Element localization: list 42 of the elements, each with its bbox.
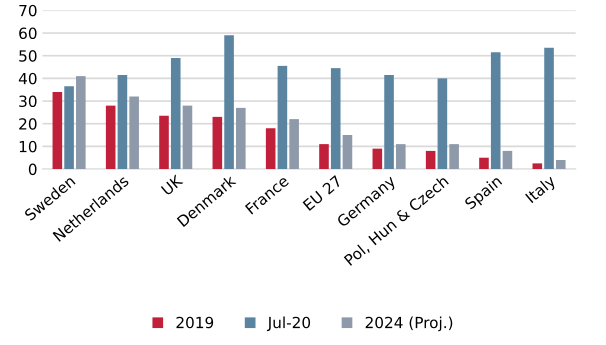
y-tick-label: 60	[19, 27, 37, 40]
y-tick-label: 30	[19, 96, 37, 108]
x-tick-label: EU 27	[302, 174, 342, 212]
bar	[236, 108, 246, 170]
bar	[159, 116, 169, 170]
bar	[182, 106, 192, 170]
y-tick-label: 10	[20, 140, 37, 152]
bar	[106, 106, 116, 170]
legend-label: 2024 (Proj.)	[366, 316, 452, 332]
bar	[490, 52, 501, 170]
bar	[266, 128, 276, 170]
bar	[118, 74, 128, 170]
bar	[212, 116, 222, 170]
y-tick-label: 50	[19, 50, 37, 62]
bar	[52, 92, 62, 170]
bar	[342, 135, 352, 170]
bar	[330, 68, 341, 170]
bar	[502, 150, 512, 170]
bar	[438, 78, 448, 170]
legend-label: 2019	[176, 316, 214, 328]
bar	[129, 96, 139, 170]
bar	[64, 86, 74, 170]
bar	[289, 119, 299, 170]
bar	[544, 48, 554, 170]
bar	[319, 144, 329, 170]
y-tick-label: 40	[18, 72, 37, 84]
bar	[278, 66, 288, 170]
y-tick-label: 20	[19, 118, 37, 130]
bar	[76, 76, 86, 170]
bar	[224, 35, 234, 170]
y-tick-label: 0	[28, 164, 37, 176]
y-tick-label: 70	[19, 4, 37, 16]
bar	[479, 158, 489, 170]
legend-label: Jul-20	[266, 316, 310, 332]
bar	[396, 144, 406, 170]
bar	[449, 144, 459, 170]
bar	[170, 58, 181, 170]
bar	[556, 160, 566, 170]
bar	[384, 74, 394, 170]
bar	[532, 163, 542, 170]
bar	[372, 148, 382, 170]
bar	[426, 150, 436, 170]
